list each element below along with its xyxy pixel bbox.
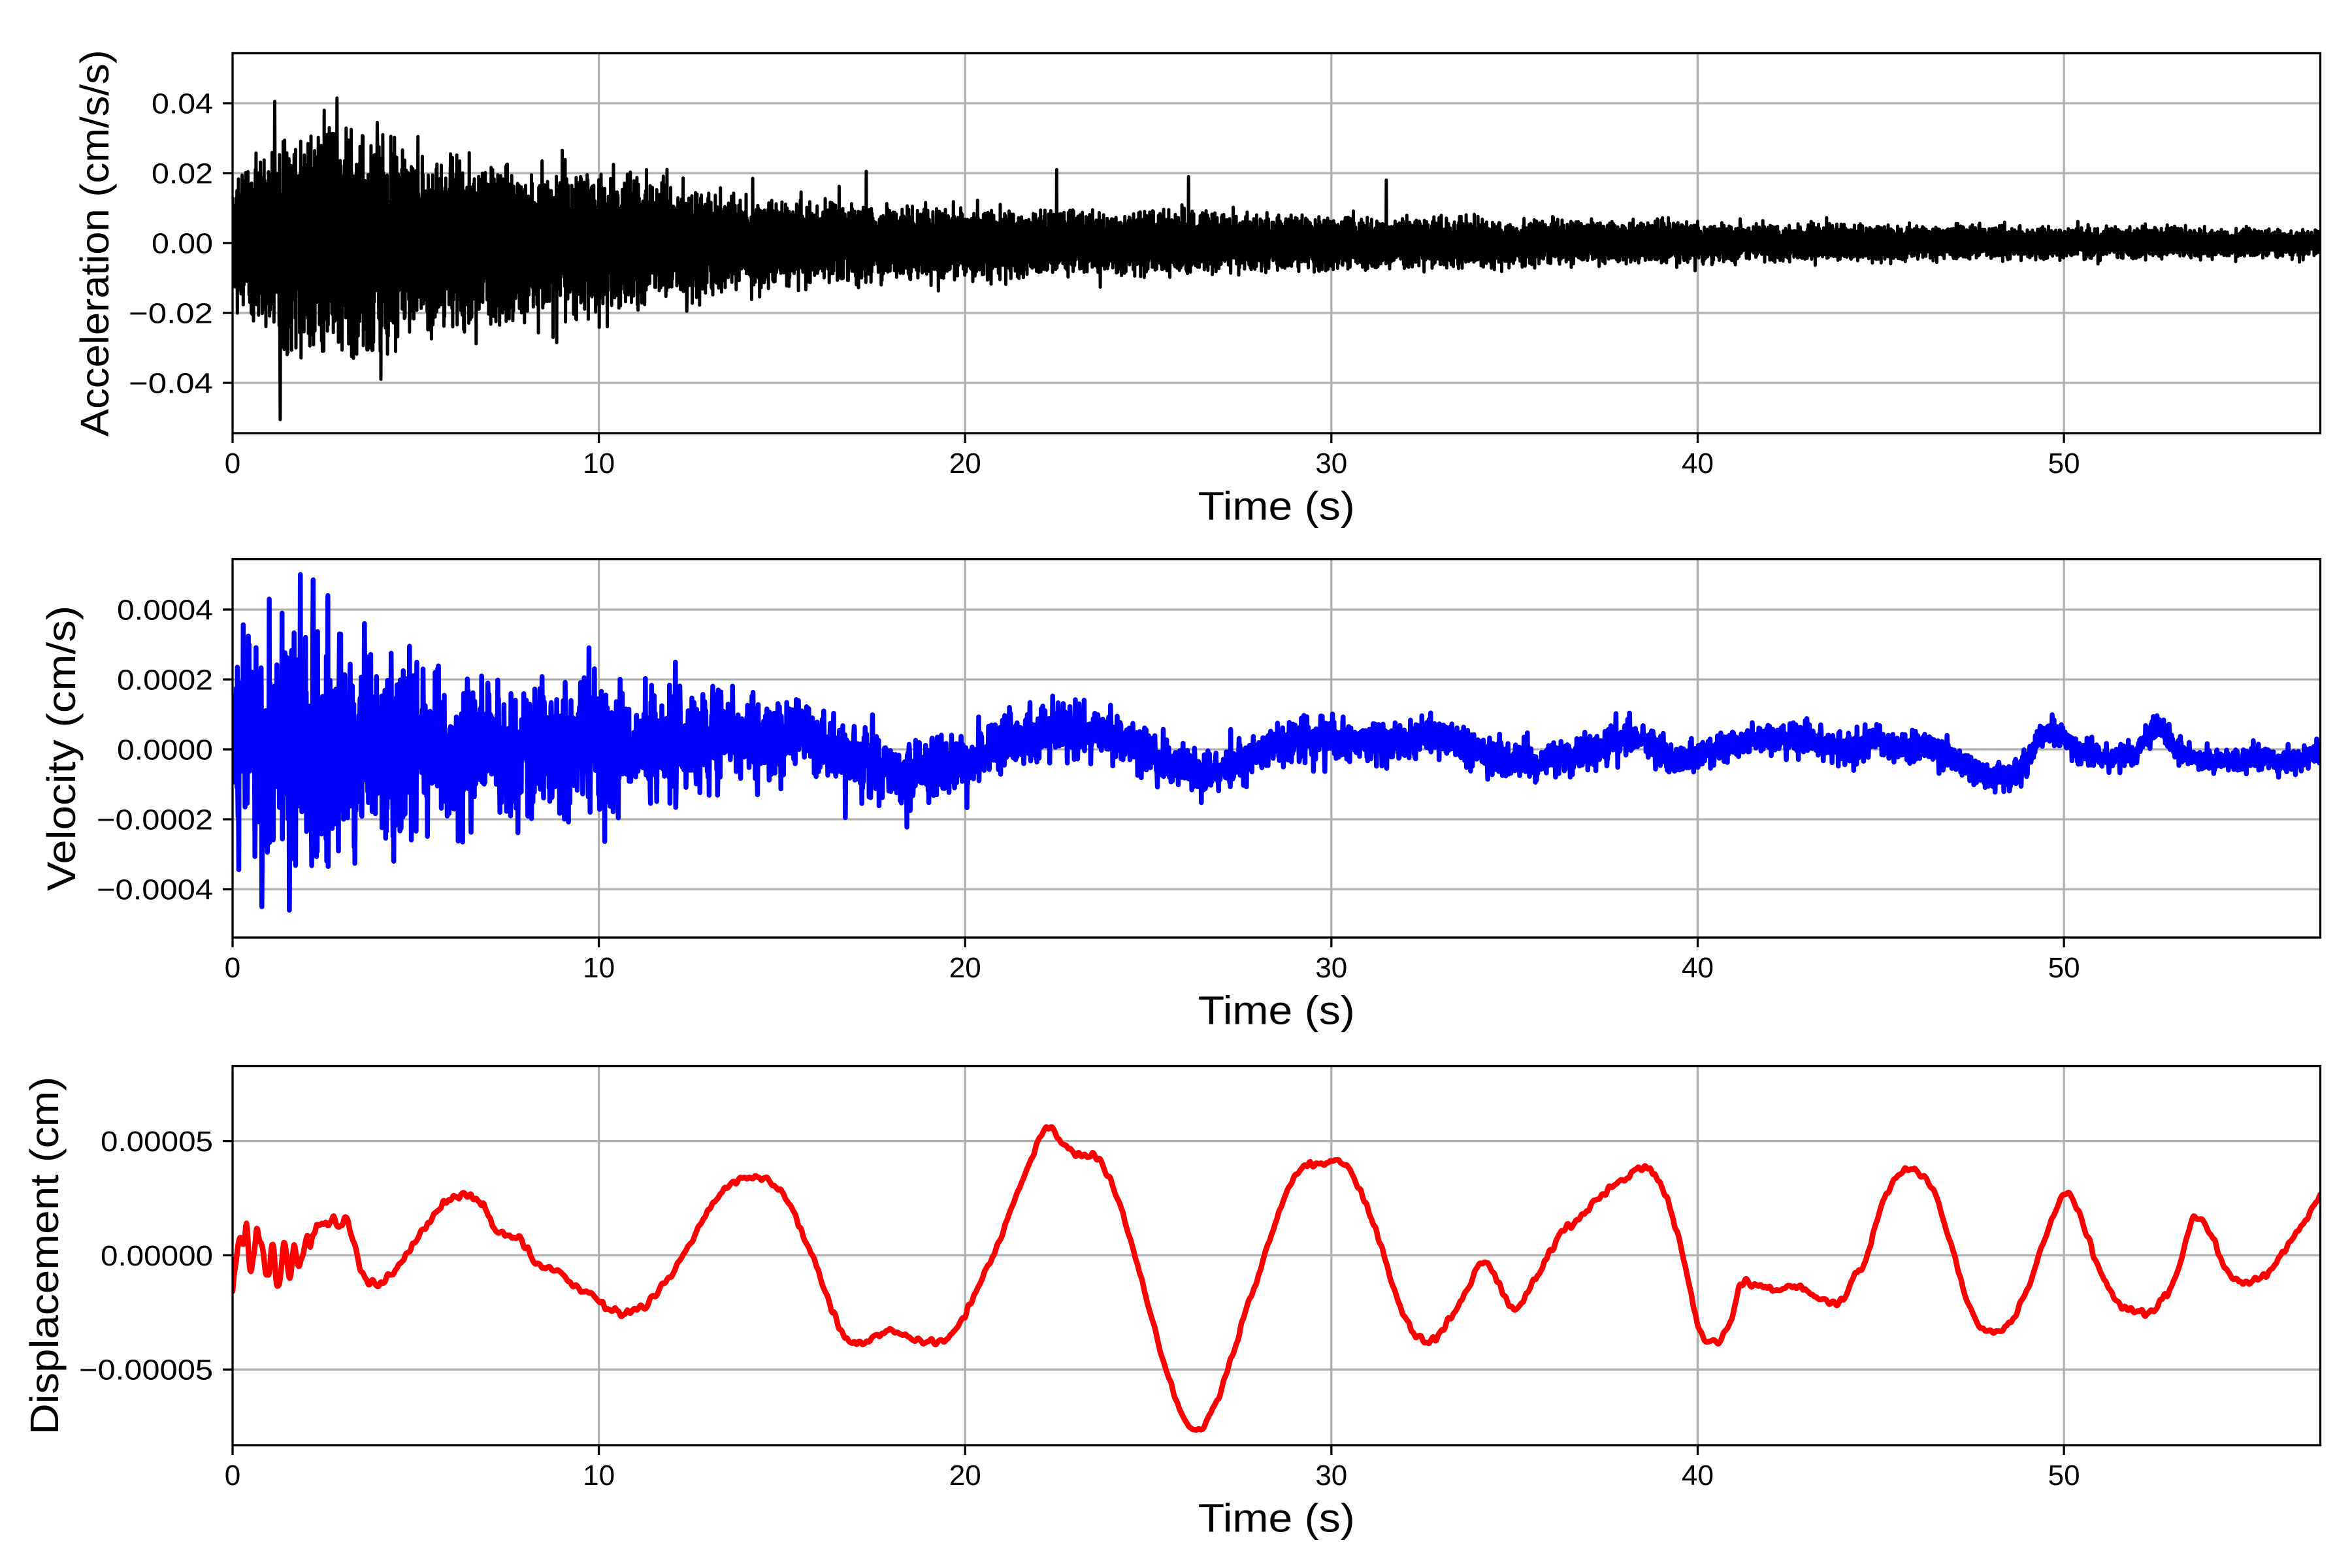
svg-text:0: 0 — [225, 952, 240, 984]
svg-text:20: 20 — [949, 448, 981, 480]
svg-text:50: 50 — [2048, 1460, 2080, 1492]
svg-text:Acceleration (cm/s/s): Acceleration (cm/s/s) — [73, 50, 117, 436]
svg-text:20: 20 — [949, 1460, 981, 1492]
svg-text:0.00005: 0.00005 — [101, 1126, 213, 1158]
svg-text:−0.04: −0.04 — [129, 368, 213, 400]
svg-text:−0.0004: −0.0004 — [97, 874, 213, 906]
svg-text:−0.00005: −0.00005 — [79, 1354, 213, 1386]
svg-text:Velocity (cm/s): Velocity (cm/s) — [39, 606, 84, 891]
svg-text:Time (s): Time (s) — [1198, 1495, 1355, 1540]
svg-text:40: 40 — [1682, 952, 1714, 984]
svg-text:0.02: 0.02 — [152, 158, 213, 190]
svg-text:0: 0 — [225, 1460, 240, 1492]
svg-text:10: 10 — [583, 1460, 615, 1492]
svg-text:50: 50 — [2048, 952, 2080, 984]
svg-text:0.04: 0.04 — [152, 88, 213, 120]
svg-text:10: 10 — [583, 448, 615, 480]
svg-text:Time (s): Time (s) — [1198, 483, 1355, 528]
svg-text:20: 20 — [949, 952, 981, 984]
svg-text:0.0002: 0.0002 — [117, 664, 213, 696]
svg-text:30: 30 — [1315, 1460, 1347, 1492]
svg-text:0.0004: 0.0004 — [117, 595, 213, 627]
svg-text:30: 30 — [1315, 448, 1347, 480]
svg-text:Displacement (cm): Displacement (cm) — [22, 1077, 67, 1435]
svg-text:0.0000: 0.0000 — [117, 734, 213, 766]
svg-text:30: 30 — [1315, 952, 1347, 984]
svg-text:10: 10 — [583, 952, 615, 984]
svg-text:0.00: 0.00 — [152, 228, 213, 260]
svg-text:−0.02: −0.02 — [129, 298, 213, 330]
svg-text:40: 40 — [1682, 448, 1714, 480]
svg-text:40: 40 — [1682, 1460, 1714, 1492]
svg-text:Time (s): Time (s) — [1198, 988, 1355, 1032]
svg-text:0.00000: 0.00000 — [101, 1240, 213, 1272]
svg-text:50: 50 — [2048, 448, 2080, 480]
svg-text:−0.0002: −0.0002 — [97, 804, 213, 836]
svg-text:0: 0 — [225, 448, 240, 480]
